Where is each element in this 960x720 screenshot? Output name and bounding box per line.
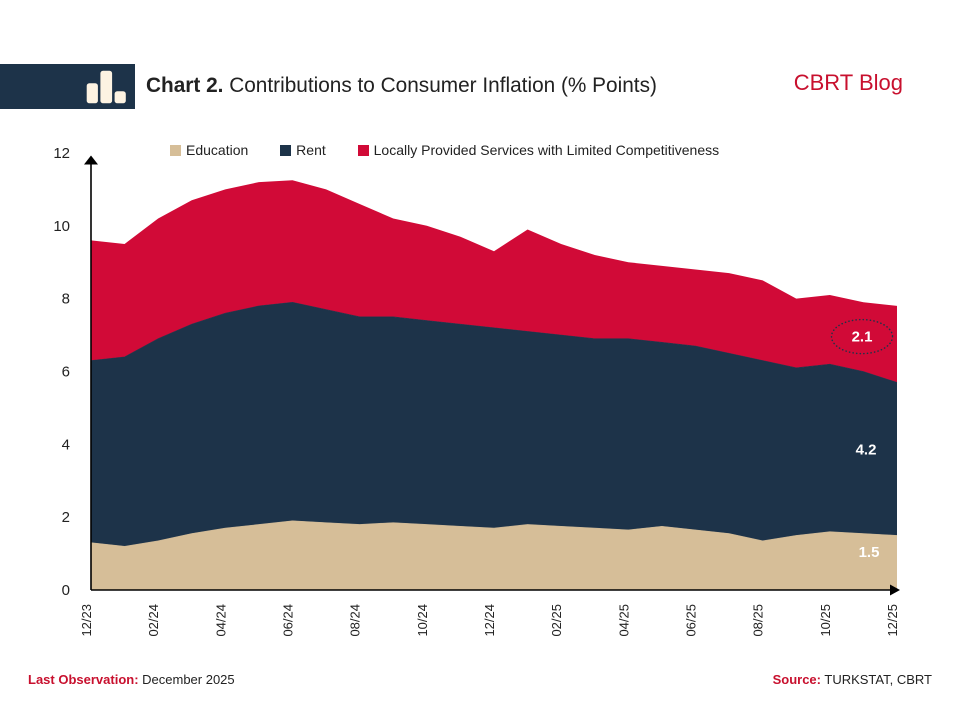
svg-text:2: 2 (62, 509, 70, 526)
svg-text:08/24: 08/24 (348, 604, 363, 637)
svg-text:04/25: 04/25 (616, 604, 631, 637)
svg-text:8: 8 (62, 291, 70, 308)
svg-text:0: 0 (62, 582, 70, 599)
svg-text:12/24: 12/24 (482, 604, 497, 637)
svg-text:10/24: 10/24 (415, 604, 430, 637)
svg-text:12: 12 (53, 145, 70, 162)
svg-text:2.1: 2.1 (852, 329, 873, 346)
svg-text:6: 6 (62, 364, 70, 381)
svg-text:10: 10 (53, 218, 70, 235)
svg-text:06/25: 06/25 (684, 604, 699, 637)
svg-text:02/24: 02/24 (146, 604, 161, 637)
svg-text:4: 4 (62, 436, 70, 453)
svg-text:12/25: 12/25 (885, 604, 900, 637)
svg-text:08/25: 08/25 (751, 604, 766, 637)
svg-text:12/23: 12/23 (79, 604, 94, 637)
svg-text:02/25: 02/25 (549, 604, 564, 637)
svg-text:4.2: 4.2 (856, 442, 877, 459)
svg-text:1.5: 1.5 (859, 544, 880, 561)
svg-text:10/25: 10/25 (818, 604, 833, 637)
svg-text:06/24: 06/24 (281, 604, 296, 637)
svg-text:04/24: 04/24 (213, 604, 228, 637)
